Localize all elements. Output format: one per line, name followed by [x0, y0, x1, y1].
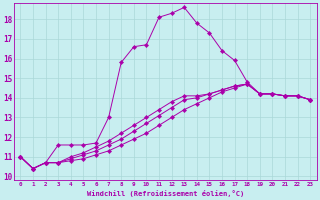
X-axis label: Windchill (Refroidissement éolien,°C): Windchill (Refroidissement éolien,°C): [87, 190, 244, 197]
